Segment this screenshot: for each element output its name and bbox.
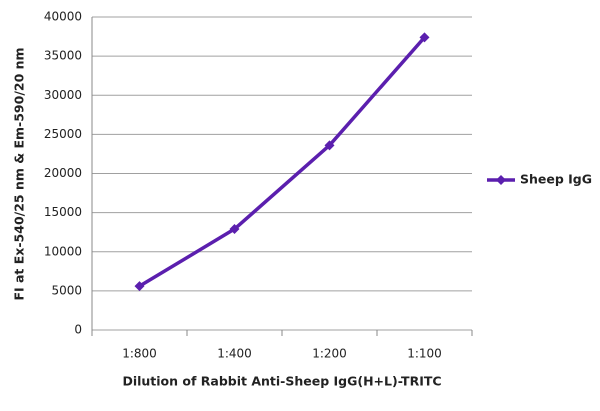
- y-tick-label: 40000: [44, 10, 82, 24]
- y-tick-label: 30000: [44, 88, 82, 102]
- y-tick-label: 0: [74, 323, 82, 337]
- x-tick-label: 1:800: [122, 347, 157, 361]
- y-axis-title: FI at Ex-540/25 nm & Em-590/20 nm: [12, 47, 27, 300]
- x-tick-label: 1:400: [217, 347, 252, 361]
- x-tick-label: 1:200: [312, 347, 347, 361]
- y-tick-label: 10000: [44, 244, 82, 258]
- y-tick-label: 20000: [44, 166, 82, 180]
- marker: [134, 281, 145, 292]
- x-axis-title: Dilution of Rabbit Anti-Sheep IgG(H+L)-T…: [122, 374, 441, 389]
- y-tick-label: 5000: [51, 283, 82, 297]
- series-line: [138, 36, 426, 288]
- marker: [229, 224, 240, 235]
- marker: [324, 140, 335, 151]
- x-tick-label: 1:100: [407, 347, 442, 361]
- y-tick-label: 15000: [44, 205, 82, 219]
- marker: [419, 32, 430, 43]
- y-tick-label: 35000: [44, 49, 82, 63]
- legend-marker: [496, 175, 506, 185]
- y-tick-label: 25000: [44, 127, 82, 141]
- legend-label: Sheep IgG: [520, 172, 592, 187]
